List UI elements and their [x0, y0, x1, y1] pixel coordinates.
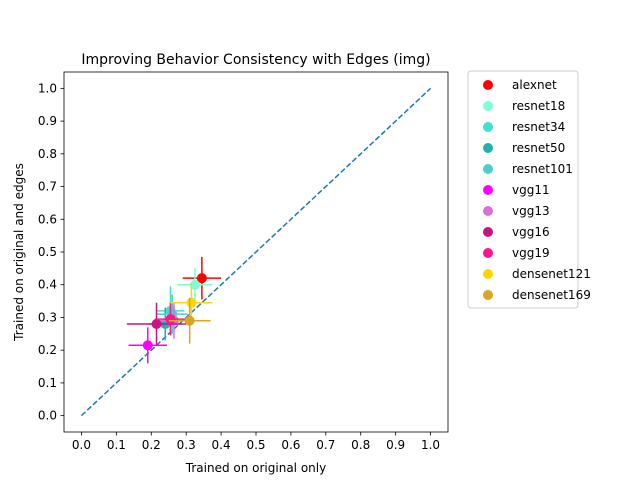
data-point	[186, 297, 197, 308]
x-axis-label: Trained on original only	[185, 461, 326, 475]
data-point	[189, 279, 200, 290]
y-tick-label: 0.6	[38, 212, 57, 226]
legend-marker	[483, 206, 493, 216]
legend-label: vgg13	[512, 204, 550, 218]
x-tick-label: 1.0	[421, 438, 440, 452]
legend-marker	[483, 80, 493, 90]
series-vgg19	[154, 302, 187, 336]
series-resnet18	[177, 268, 213, 302]
y-tick-label: 0.9	[38, 114, 57, 128]
legend-marker	[483, 185, 493, 195]
legend-label: vgg19	[512, 246, 550, 260]
x-tick-label: 0.8	[351, 438, 370, 452]
y-axis: 0.0 0.1 0.2 0.3 0.4 0.5 0.6 0.7 0.8 0.9 1.0	[38, 81, 64, 423]
legend-marker	[483, 290, 493, 300]
data-point	[184, 315, 195, 326]
x-tick-label: 0.3	[177, 438, 196, 452]
legend-frame	[467, 70, 579, 309]
y-tick-label: 0.3	[38, 310, 57, 324]
y-tick-label: 0.7	[38, 180, 57, 194]
x-tick-label: 0.1	[107, 438, 126, 452]
y-tick-label: 1.0	[38, 81, 57, 95]
legend-label: alexnet	[512, 78, 557, 92]
series-densenet121	[170, 283, 213, 323]
legend-marker	[483, 269, 493, 279]
series-densenet169	[168, 297, 211, 344]
x-tick-label: 0.6	[281, 438, 300, 452]
legend-marker	[483, 122, 493, 132]
y-tick-label: 0.4	[38, 278, 57, 292]
x-tick-label: 0.5	[246, 438, 265, 452]
legend: alexnet resnet18 resnet34 resnet50 resnet101…	[467, 70, 591, 309]
legend-label: densenet169	[512, 288, 591, 302]
reference-diagonal-line	[80, 87, 432, 417]
series-resnet101	[156, 294, 188, 334]
data-point	[142, 340, 153, 351]
legend-label: vgg16	[512, 225, 550, 239]
legend-marker	[483, 248, 493, 258]
x-tick-label: 0.4	[212, 438, 231, 452]
x-tick-label: 0.2	[142, 438, 161, 452]
y-tick-label: 0.0	[38, 409, 57, 423]
legend-label: resnet50	[512, 141, 565, 155]
series-vgg16	[126, 302, 187, 346]
y-tick-label: 0.8	[38, 147, 57, 161]
legend-label: vgg11	[512, 183, 550, 197]
legend-label: resnet101	[512, 162, 573, 176]
data-point	[151, 319, 162, 329]
x-tick-label: 0.7	[316, 438, 335, 452]
series-alexnet	[182, 256, 222, 300]
y-tick-label: 0.2	[38, 343, 57, 357]
data-point	[196, 273, 207, 284]
legend-marker	[483, 164, 493, 174]
plot-area	[80, 87, 432, 417]
legend-label: densenet121	[512, 267, 591, 281]
series-vgg11	[128, 327, 167, 364]
chart-title: Improving Behavior Consistency with Edge…	[81, 52, 430, 68]
x-tick-label: 0.9	[386, 438, 405, 452]
y-tick-label: 0.1	[38, 376, 57, 390]
data-point	[165, 314, 176, 325]
legend-marker	[483, 143, 493, 153]
x-tick-label: 0.0	[72, 438, 91, 452]
legend-marker	[483, 101, 493, 111]
legend-label: resnet34	[512, 120, 565, 134]
y-tick-label: 0.5	[38, 245, 57, 259]
legend-label: resnet18	[512, 99, 565, 113]
legend-marker	[483, 227, 493, 237]
y-axis-label: Trained on original and edges	[12, 163, 26, 342]
x-axis: 0.0 0.1 0.2 0.3 0.4 0.5 0.6 0.7 0.8 0.9 1.0	[72, 432, 440, 452]
